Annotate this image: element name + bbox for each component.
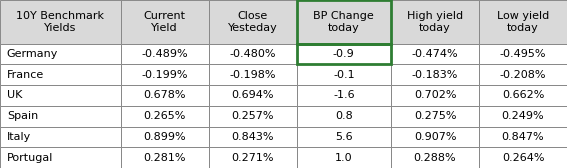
Text: 0.702%: 0.702% (414, 91, 456, 100)
Bar (121, 44, 209, 64)
Bar (297, 127, 391, 147)
Bar (209, 64, 297, 85)
Text: 0.662%: 0.662% (502, 91, 544, 100)
Text: 0.275%: 0.275% (414, 111, 456, 121)
Bar (297, 106, 391, 127)
Bar (0, 147, 121, 168)
Bar (121, 64, 209, 85)
Text: Italy: Italy (7, 132, 31, 142)
Text: 5.6: 5.6 (335, 132, 353, 142)
Bar (121, 127, 209, 147)
Text: 0.257%: 0.257% (231, 111, 274, 121)
Text: France: France (7, 70, 44, 80)
Bar (479, 64, 567, 85)
Bar (391, 147, 479, 168)
Text: -0.198%: -0.198% (229, 70, 276, 80)
Bar (209, 85, 297, 106)
Text: 0.843%: 0.843% (231, 132, 274, 142)
Bar (0, 106, 121, 127)
Bar (0, 44, 121, 64)
Bar (391, 127, 479, 147)
Text: Current
Yield: Current Yield (143, 11, 185, 33)
Text: 0.249%: 0.249% (502, 111, 544, 121)
Bar (391, 0, 479, 44)
Bar (209, 127, 297, 147)
Bar (391, 85, 479, 106)
Text: 0.8: 0.8 (335, 111, 353, 121)
Bar (209, 44, 297, 64)
Text: 0.264%: 0.264% (502, 153, 544, 163)
Bar (479, 147, 567, 168)
Text: 0.271%: 0.271% (231, 153, 274, 163)
Text: -0.208%: -0.208% (500, 70, 546, 80)
Bar (121, 85, 209, 106)
Text: 0.907%: 0.907% (414, 132, 456, 142)
Bar (479, 44, 567, 64)
Bar (209, 0, 297, 44)
Bar (297, 85, 391, 106)
Text: 1.0: 1.0 (335, 153, 353, 163)
Text: -0.1: -0.1 (333, 70, 354, 80)
Text: 0.899%: 0.899% (143, 132, 186, 142)
Text: -0.183%: -0.183% (412, 70, 458, 80)
Text: -0.199%: -0.199% (141, 70, 188, 80)
Bar (209, 106, 297, 127)
Bar (297, 0, 391, 44)
Text: 0.265%: 0.265% (143, 111, 186, 121)
Text: -0.495%: -0.495% (500, 49, 546, 59)
Bar (0, 0, 121, 44)
Bar (479, 127, 567, 147)
Bar (391, 106, 479, 127)
Bar (0, 127, 121, 147)
Bar (121, 0, 209, 44)
Text: -0.480%: -0.480% (229, 49, 276, 59)
Text: -0.489%: -0.489% (141, 49, 188, 59)
Text: 10Y Benchmark
Yields: 10Y Benchmark Yields (16, 11, 104, 33)
Bar (0, 64, 121, 85)
Text: -1.6: -1.6 (333, 91, 354, 100)
Text: -0.9: -0.9 (333, 49, 355, 59)
Text: UK: UK (7, 91, 22, 100)
Bar (479, 106, 567, 127)
Text: BP Change
today: BP Change today (314, 11, 374, 33)
Bar (121, 106, 209, 127)
Bar (209, 147, 297, 168)
Text: 0.288%: 0.288% (414, 153, 456, 163)
Text: Spain: Spain (7, 111, 38, 121)
Bar (297, 44, 391, 64)
Text: -0.474%: -0.474% (412, 49, 458, 59)
Text: 0.678%: 0.678% (143, 91, 186, 100)
Text: 0.694%: 0.694% (231, 91, 274, 100)
Bar (391, 64, 479, 85)
Bar (297, 44, 391, 64)
Text: 0.281%: 0.281% (143, 153, 186, 163)
Bar (0, 85, 121, 106)
Bar (297, 147, 391, 168)
Text: 0.847%: 0.847% (502, 132, 544, 142)
Bar (479, 85, 567, 106)
Text: Portugal: Portugal (7, 153, 53, 163)
Text: Close
Yesteday: Close Yesteday (228, 11, 277, 33)
Bar (297, 0, 391, 44)
Bar (297, 64, 391, 85)
Text: Low yield
today: Low yield today (497, 11, 549, 33)
Bar (391, 44, 479, 64)
Bar (479, 0, 567, 44)
Text: High yield
today: High yield today (407, 11, 463, 33)
Text: Germany: Germany (7, 49, 58, 59)
Bar (121, 147, 209, 168)
